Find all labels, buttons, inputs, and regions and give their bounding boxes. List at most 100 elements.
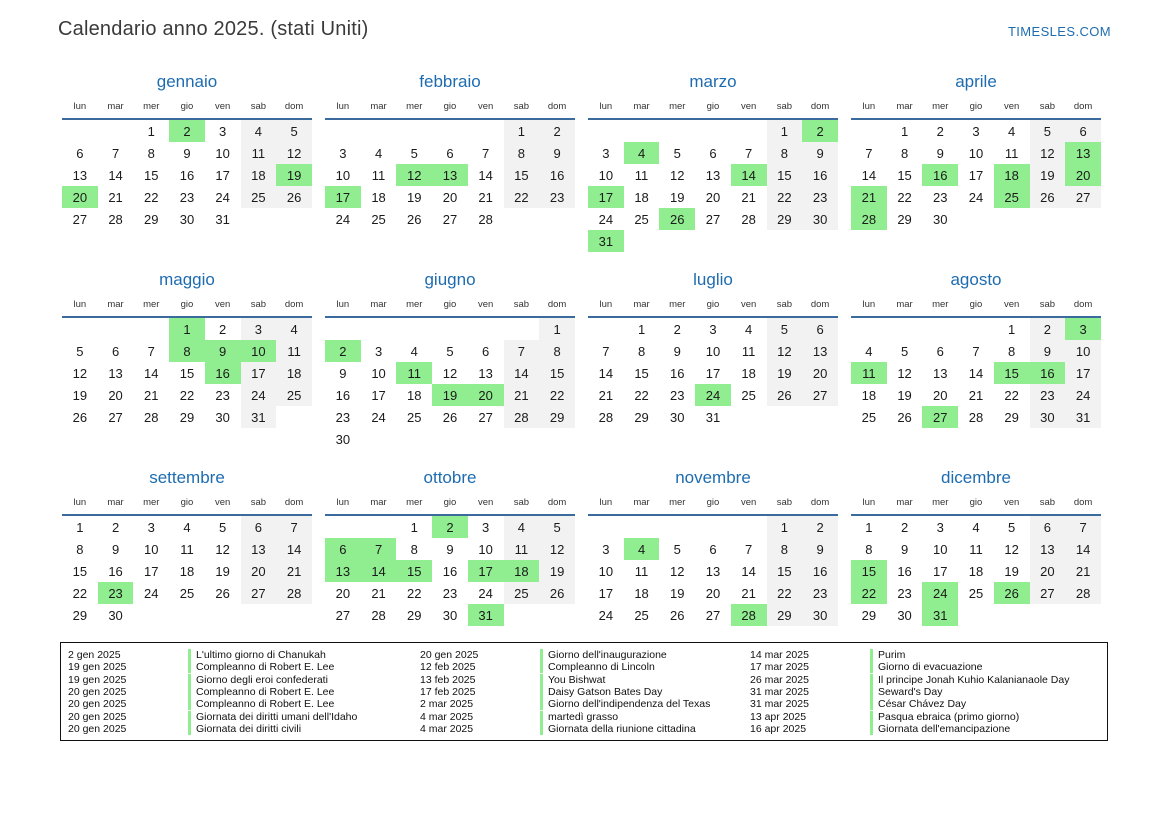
day-cell: 18 [861, 387, 877, 403]
day-cell: 15 [897, 167, 912, 183]
weekday-header-row: lun mar mer gio ven sab dom [62, 101, 312, 120]
holiday-name: Compleanno di Robert E. Lee [188, 698, 334, 711]
day-cell: 2 [1029, 317, 1066, 340]
day-cell: 20 [335, 585, 351, 601]
month-title: dicembre [941, 468, 1011, 487]
week-row: 18 19 20 21 22 23 24 [851, 384, 1101, 406]
day-cell: 24 [922, 582, 959, 604]
weekday-label: mar [623, 497, 660, 516]
day-cell: 23 [933, 189, 948, 205]
holiday-name: L'ultimo giorno di Chanukah [188, 649, 326, 661]
day-cell: 24 [695, 384, 731, 406]
weekday-label: dom [802, 101, 838, 120]
month-days: 1 2 3 4 5 6 7 8 9 10 11 12 13 14 15 16 17 18 19 20 21 22 23 24 2… [851, 317, 1101, 428]
week-row: 22 23 24 25 26 27 28 [62, 582, 312, 604]
weekday-label: lun [325, 299, 361, 318]
day-cell: 10 [371, 365, 386, 381]
holiday-date: 4 mar 2025 [420, 710, 474, 723]
day-cell: 21 [144, 387, 159, 403]
day-cell: 13 [325, 560, 361, 582]
month-marzo: marzo lun mar mer gio ven sab dom 1 2 3 4 5 6 7 8 9 10 11 1… [588, 72, 838, 270]
month-days: 1 2 3 4 5 6 7 8 9 10 11 12 13 14 15 16 17 18 19 20 21 22 23 24 2… [588, 515, 838, 626]
holiday-date: 26 mar 2025 [750, 673, 809, 686]
weekday-label: gio [958, 101, 994, 120]
day-cell: 2 [900, 519, 909, 535]
holiday-entry: 13 feb 2025 You Bishwat [420, 673, 750, 686]
day-cell [361, 428, 397, 450]
day-cell: 11 [240, 142, 277, 164]
day-cell: 1 [865, 519, 873, 535]
day-cell: 14 [108, 167, 123, 183]
day-cell [504, 208, 540, 230]
day-cell: 26 [659, 208, 696, 230]
weekday-label: mer [133, 497, 170, 516]
day-cell: 17 [598, 585, 614, 601]
day-cell: 19 [670, 189, 685, 205]
day-cell: 29 [766, 604, 803, 626]
holiday-name: Daisy Gatson Bates Day [540, 685, 662, 698]
weekday-label: ven [467, 497, 504, 516]
day-cell: 19 [215, 563, 230, 579]
day-cell: 30 [802, 604, 838, 626]
day-cell: 25 [968, 585, 984, 601]
day-cell: 10 [215, 145, 230, 161]
day-cell: 25 [240, 186, 277, 208]
day-cell: 26 [897, 409, 912, 425]
day-cell: 2 [169, 119, 205, 142]
day-cell: 6 [709, 145, 717, 161]
day-cell: 14 [741, 563, 756, 579]
day-cell: 9 [673, 343, 681, 359]
weekday-header-row: lun mar mer gio ven sab dom [325, 101, 575, 120]
day-cell: 21 [968, 387, 984, 403]
holiday-name: Compleanno di Lincoln [540, 661, 655, 674]
month-title: ottobre [423, 468, 477, 487]
day-cell: 13 [72, 167, 88, 183]
site-logo-link[interactable]: TIMESLES.COM [1007, 24, 1111, 39]
holiday-entry: 20 gen 2025 Giorno dell'inaugurazione [420, 649, 750, 661]
day-cell: 14 [730, 164, 767, 186]
day-cell: 13 [1029, 538, 1066, 560]
day-cell: 26 [276, 186, 312, 208]
day-cell: 23 [442, 585, 458, 601]
day-cell: 19 [1029, 164, 1066, 186]
weekday-label: sab [1029, 101, 1066, 120]
weekday-label: sab [503, 101, 540, 120]
day-cell: 10 [335, 167, 351, 183]
day-cell: 22 [1004, 387, 1019, 403]
legend-column: 14 mar 2025 Purim 17 mar 2025 Giorno di eva… [750, 649, 1105, 735]
day-cell: 14 [478, 167, 493, 183]
month-gennaio: gennaio lun mar mer gio ven sab dom 1 2 3 4 5 6 7 8 9 10 1… [62, 72, 312, 270]
day-cell [468, 119, 504, 142]
day-cell: 18 [503, 560, 540, 582]
day-cell: 28 [741, 211, 756, 227]
day-cell: 19 [670, 585, 685, 601]
weekday-label: ven [993, 497, 1030, 516]
holiday-date: 20 gen 2025 [68, 722, 127, 735]
day-cell: 10 [933, 541, 948, 557]
day-cell: 17 [371, 387, 386, 403]
day-cell: 25 [371, 211, 386, 227]
holiday-date: 16 apr 2025 [750, 722, 807, 735]
weekday-header-row: lun mar mer gio ven sab dom [851, 299, 1101, 318]
day-cell: 2 [111, 519, 120, 535]
day-cell: 16 [802, 560, 838, 582]
day-cell: 27 [802, 384, 838, 406]
week-row: 28 29 30 31 [588, 406, 838, 428]
day-cell: 23 [670, 387, 685, 403]
day-cell: 24 [1065, 384, 1101, 406]
day-cell: 11 [634, 563, 649, 579]
day-cell: 15 [634, 365, 649, 381]
day-cell: 15 [993, 362, 1030, 384]
weekday-label: mar [623, 299, 660, 318]
weekday-label: mer [396, 299, 433, 318]
day-cell: 21 [598, 387, 614, 403]
day-cell: 23 [802, 186, 838, 208]
week-row: 8 9 10 11 12 13 14 [62, 538, 312, 560]
weekday-label: ven [730, 497, 767, 516]
day-cell: 11 [180, 541, 194, 557]
weekday-label: lun [588, 299, 624, 318]
day-cell: 17 [144, 563, 159, 579]
day-cell [98, 317, 134, 340]
day-cell: 18 [407, 387, 422, 403]
weekday-label: mar [97, 101, 134, 120]
